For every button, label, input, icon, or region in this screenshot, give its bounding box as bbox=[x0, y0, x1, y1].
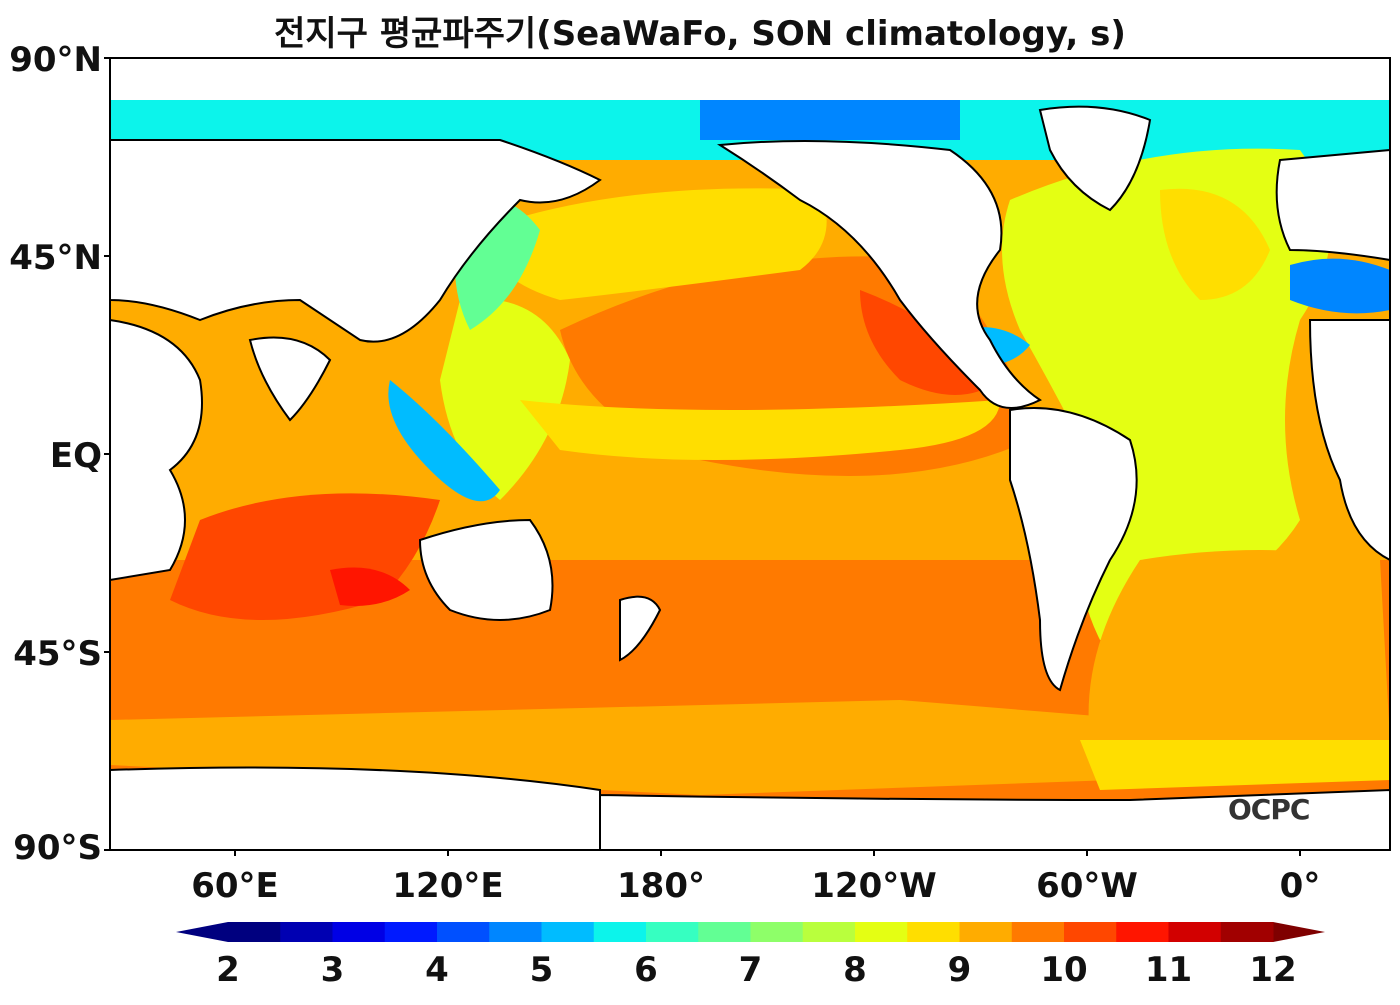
ocean-field bbox=[110, 100, 1390, 800]
lat-label-eq: EQ bbox=[49, 436, 102, 476]
lat-label-45s: 45°S bbox=[13, 634, 102, 674]
colorbar-tick-label: 8 bbox=[843, 950, 867, 990]
colorbar-tick-label: 12 bbox=[1249, 950, 1297, 990]
colorbar-tick-label: 11 bbox=[1144, 950, 1193, 990]
colorbar-tick-label: 5 bbox=[529, 950, 554, 990]
colorbar-tick-label: 3 bbox=[320, 950, 345, 990]
europe bbox=[1275, 148, 1391, 262]
north-pacific-yellow bbox=[480, 188, 827, 300]
arctic-deep bbox=[700, 100, 960, 140]
indian-red-core bbox=[330, 567, 410, 606]
colorbar-segment bbox=[384, 922, 438, 942]
landmasses bbox=[109, 105, 1391, 851]
colorbar-segment bbox=[959, 922, 1013, 942]
colorbar-tick-label: 6 bbox=[634, 950, 658, 990]
axis-ticks bbox=[104, 57, 1301, 856]
new-zealand bbox=[619, 595, 662, 662]
colorbar-segment bbox=[750, 922, 804, 942]
ocpc-logo: OCPC bbox=[1228, 793, 1310, 826]
south-america bbox=[1009, 407, 1138, 692]
mid-atlantic-yellow bbox=[1160, 188, 1270, 300]
colorbar-segment bbox=[646, 922, 699, 942]
colorbar-segment bbox=[593, 922, 647, 942]
colorbar-segment bbox=[1011, 922, 1065, 942]
colorbar-segment bbox=[802, 922, 856, 942]
lon-label-60e: 60°E bbox=[191, 866, 279, 906]
lon-label-180: 180° bbox=[617, 866, 705, 906]
colorbar-extend-high bbox=[1273, 922, 1325, 942]
colorbar-segment bbox=[1220, 922, 1274, 942]
south-atlantic-yellow bbox=[1080, 740, 1390, 790]
africa-west bbox=[1308, 319, 1391, 562]
colorbar-segment bbox=[437, 922, 490, 942]
indonesia-cyan bbox=[388, 380, 500, 502]
colorbar-segment bbox=[698, 922, 751, 942]
colorbar-segment bbox=[1168, 922, 1222, 942]
southern-red-band bbox=[110, 700, 1390, 795]
lon-label-120e: 120°E bbox=[392, 866, 504, 906]
colorbar-tick-label: 2 bbox=[216, 950, 240, 990]
lat-label-90n: 90°N bbox=[9, 40, 102, 80]
colorbar-segment bbox=[1116, 922, 1169, 942]
antarctica bbox=[109, 766, 1391, 851]
lon-label-0: 0° bbox=[1279, 866, 1321, 906]
colorbar-segment bbox=[907, 922, 960, 942]
colorbar-tick-label: 4 bbox=[425, 950, 449, 990]
lon-label-60w: 60°W bbox=[1036, 866, 1138, 906]
colorbar-segment bbox=[228, 922, 281, 942]
greenland bbox=[1038, 105, 1152, 212]
india bbox=[248, 336, 332, 422]
map-title: 전지구 평균파주기(SeaWaFo, SON climatology, s) bbox=[274, 14, 1126, 54]
colorbar-segment bbox=[541, 922, 595, 942]
equatorial-pacific-yellow bbox=[520, 400, 1000, 460]
australia bbox=[418, 518, 554, 621]
colorbar-tick-label: 10 bbox=[1040, 950, 1088, 990]
west-pacific-lime bbox=[440, 298, 570, 500]
colorbar-segment bbox=[280, 922, 333, 942]
colorbar-segment bbox=[332, 922, 386, 942]
colorbar-segment bbox=[489, 922, 542, 942]
colorbar-tick-label: 9 bbox=[947, 950, 972, 990]
africa bbox=[109, 318, 203, 582]
colorbar-segment bbox=[1064, 922, 1117, 942]
lat-label-90s: 90°S bbox=[13, 828, 102, 868]
colorbar-segment bbox=[855, 922, 908, 942]
south-atlantic-orange bbox=[1088, 550, 1390, 740]
colorbar-tick-label: 7 bbox=[738, 950, 763, 990]
colorbar bbox=[176, 922, 1325, 942]
colorbar-extend-low bbox=[176, 922, 228, 942]
north-america bbox=[716, 140, 1042, 409]
mediterranean-blue bbox=[1290, 258, 1390, 314]
lat-label-45n: 45°N bbox=[9, 238, 102, 278]
lon-label-120w: 120°W bbox=[811, 866, 937, 906]
eurasia bbox=[109, 139, 602, 343]
